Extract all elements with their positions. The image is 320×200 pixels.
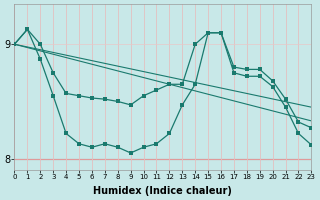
X-axis label: Humidex (Indice chaleur): Humidex (Indice chaleur)	[93, 186, 232, 196]
